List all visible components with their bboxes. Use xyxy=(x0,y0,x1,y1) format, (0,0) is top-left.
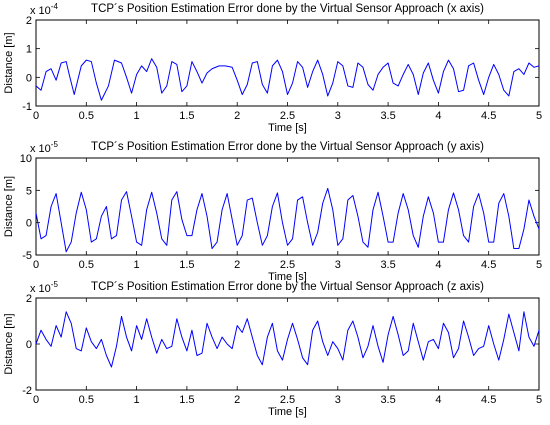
subplot-1: TCP´s Position Estimation Error done by … xyxy=(3,2,542,134)
x-tick-label: 1.5 xyxy=(179,259,194,271)
series-line xyxy=(36,187,539,253)
x-tick-label: 2.5 xyxy=(280,259,295,271)
x-tick-label: 2.5 xyxy=(280,394,295,406)
x-axis-label: Time [s] xyxy=(268,122,307,134)
y-tick-label: -1 xyxy=(22,101,32,113)
x-axis-label: Time [s] xyxy=(268,406,307,418)
x-tick-label: 2 xyxy=(234,394,240,406)
x-tick-label: 1 xyxy=(134,110,140,122)
x-tick-label: 2 xyxy=(234,259,240,271)
x-tick-label: 0.5 xyxy=(79,394,94,406)
scale-exponent: x 10-5 xyxy=(30,280,58,295)
y-tick-label: 0 xyxy=(26,339,32,351)
x-tick-label: 3 xyxy=(335,259,341,271)
x-tick-label: 5 xyxy=(536,259,542,271)
x-tick-label: 4 xyxy=(435,110,441,122)
scale-exponent: x 10-5 xyxy=(30,140,58,155)
x-tick-label: 4.5 xyxy=(481,110,496,122)
subplot-2: TCP´s Position Estimation Error done by … xyxy=(3,140,542,283)
y-tick-label: 2 xyxy=(26,15,32,27)
y-axis-label: Distance [m] xyxy=(3,176,15,237)
x-tick-label: 4 xyxy=(435,394,441,406)
y-tick-label: 0 xyxy=(26,218,32,230)
x-tick-label: 1 xyxy=(134,394,140,406)
scale-exponent: x 10-4 xyxy=(30,2,58,17)
y-axis-label: Distance [m] xyxy=(3,32,15,93)
y-tick-label: 0 xyxy=(26,72,32,84)
plot-area xyxy=(35,297,540,391)
subplot-title: TCP´s Position Estimation Error done by … xyxy=(91,141,484,153)
x-tick-label: 0.5 xyxy=(79,259,94,271)
subplot-title: TCP´s Position Estimation Error done by … xyxy=(91,3,484,15)
y-axis-label: Distance [m] xyxy=(3,313,15,374)
x-tick-label: 1 xyxy=(134,259,140,271)
x-tick-label: 4 xyxy=(435,259,441,271)
x-tick-label: 0 xyxy=(33,259,39,271)
x-axis-label: Time [s] xyxy=(268,271,307,283)
x-tick-label: 0.5 xyxy=(79,110,94,122)
subplot-title: TCP´s Position Estimation Error done by … xyxy=(91,281,484,293)
series-line xyxy=(36,311,539,368)
x-tick-label: 4.5 xyxy=(481,394,496,406)
y-tick-label: 1 xyxy=(26,44,32,56)
y-tick-label: -5 xyxy=(22,250,32,262)
x-tick-label: 4.5 xyxy=(481,259,496,271)
x-tick-label: 5 xyxy=(536,394,542,406)
y-tick-label: 10 xyxy=(20,153,32,165)
subplot-3: TCP´s Position Estimation Error done by … xyxy=(3,280,542,418)
x-tick-label: 0 xyxy=(33,110,39,122)
x-tick-label: 1.5 xyxy=(179,110,194,122)
y-tick-label: 5 xyxy=(26,185,32,197)
x-tick-label: 3 xyxy=(335,110,341,122)
x-tick-label: 5 xyxy=(536,110,542,122)
series-line xyxy=(36,58,539,101)
plot-area xyxy=(35,157,540,256)
y-tick-label: 2 xyxy=(26,293,32,305)
x-tick-label: 0 xyxy=(33,394,39,406)
x-tick-label: 2.5 xyxy=(280,110,295,122)
x-tick-label: 3.5 xyxy=(380,259,395,271)
y-tick-label: -2 xyxy=(22,385,32,397)
x-tick-label: 3.5 xyxy=(380,394,395,406)
x-tick-label: 3 xyxy=(335,394,341,406)
x-tick-label: 2 xyxy=(234,110,240,122)
x-tick-label: 3.5 xyxy=(380,110,395,122)
x-tick-label: 1.5 xyxy=(179,394,194,406)
